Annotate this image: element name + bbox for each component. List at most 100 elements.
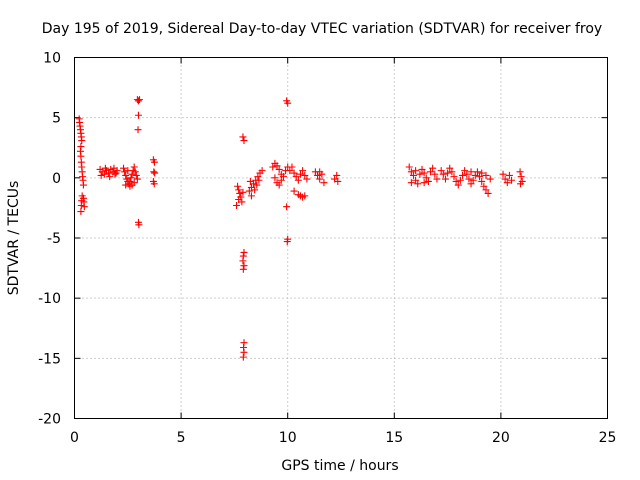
data-point [239, 257, 247, 265]
data-point [452, 177, 460, 185]
data-point [240, 348, 248, 356]
data-point [258, 167, 266, 175]
data-point [416, 170, 424, 178]
data-point [131, 168, 139, 176]
data-point [234, 182, 242, 190]
data-point [320, 179, 328, 187]
y-tick-label: -20 [38, 412, 61, 428]
y-tick-label: -15 [38, 351, 61, 367]
data-point [255, 176, 263, 184]
x-tick-label: 15 [385, 430, 403, 446]
data-point [294, 176, 302, 184]
data-point [454, 181, 462, 189]
x-tick-label: 25 [599, 430, 617, 446]
data-point [482, 186, 490, 194]
data-point [407, 168, 415, 176]
data-point [239, 265, 247, 273]
data-point [106, 173, 114, 181]
data-point [429, 164, 437, 172]
data-point [420, 169, 428, 177]
y-tick-label: 10 [43, 51, 61, 67]
data-point [422, 174, 430, 182]
data-point [120, 164, 128, 172]
x-tick-label: 0 [70, 430, 79, 446]
data-point [517, 180, 525, 188]
x-tick-label: 5 [177, 430, 186, 446]
data-point [277, 176, 285, 184]
grid-lines [74, 57, 608, 419]
data-point [288, 163, 296, 171]
data-point [473, 168, 481, 176]
data-point [110, 164, 118, 172]
data-point [122, 171, 130, 179]
data-point [290, 187, 298, 195]
x-tick-label: 10 [279, 430, 297, 446]
data-point [273, 162, 281, 170]
data-point [316, 175, 324, 183]
data-point [77, 202, 85, 210]
data-point [471, 171, 479, 179]
data-point [283, 238, 291, 246]
data-point [508, 176, 516, 184]
data-point [275, 181, 283, 189]
data-point [105, 169, 113, 177]
data-point [461, 167, 469, 175]
data-point [441, 175, 449, 183]
data-point [132, 171, 140, 179]
data-point [136, 96, 144, 104]
data-point [480, 182, 488, 190]
data-point [130, 179, 138, 187]
data-point [240, 262, 248, 270]
data-point [420, 179, 428, 187]
y-tick-label: 0 [52, 171, 61, 187]
data-points [75, 96, 526, 361]
data-point [503, 179, 511, 187]
data-point [299, 167, 307, 175]
data-point [150, 180, 158, 188]
data-point [517, 173, 525, 181]
data-point [239, 353, 247, 361]
data-point [407, 179, 415, 187]
data-point [79, 181, 87, 189]
y-tick-label: -10 [38, 291, 61, 307]
data-point [439, 170, 447, 178]
data-point [444, 169, 452, 177]
data-point [247, 192, 255, 200]
data-point [246, 177, 254, 185]
data-point [431, 170, 439, 178]
data-point [78, 137, 86, 145]
data-point [418, 165, 426, 173]
data-point [303, 175, 311, 183]
data-point [467, 168, 475, 176]
data-point [405, 163, 413, 171]
data-point [134, 97, 142, 105]
data-point [121, 168, 129, 176]
data-point [424, 177, 432, 185]
data-point [80, 203, 88, 211]
data-point [240, 137, 248, 145]
data-point [245, 187, 253, 195]
data-point [97, 171, 105, 179]
data-point [236, 189, 244, 197]
axis-ticks [74, 57, 608, 419]
data-point [469, 176, 477, 184]
data-point [450, 173, 458, 181]
data-point [516, 168, 524, 176]
x-tick-labels: 0 5 10 15 20 25 [70, 430, 616, 446]
data-point [437, 167, 445, 175]
data-point [133, 175, 141, 183]
data-point [433, 175, 441, 183]
data-point [283, 203, 291, 211]
data-point [463, 170, 471, 178]
data-point [271, 174, 279, 182]
data-point [333, 171, 341, 179]
data-point [253, 181, 261, 189]
data-point [478, 177, 486, 185]
data-point [499, 170, 507, 178]
x-tick-label: 20 [492, 430, 510, 446]
data-point [446, 164, 454, 172]
data-point [112, 169, 120, 177]
data-point [134, 126, 142, 134]
data-point [448, 168, 456, 176]
